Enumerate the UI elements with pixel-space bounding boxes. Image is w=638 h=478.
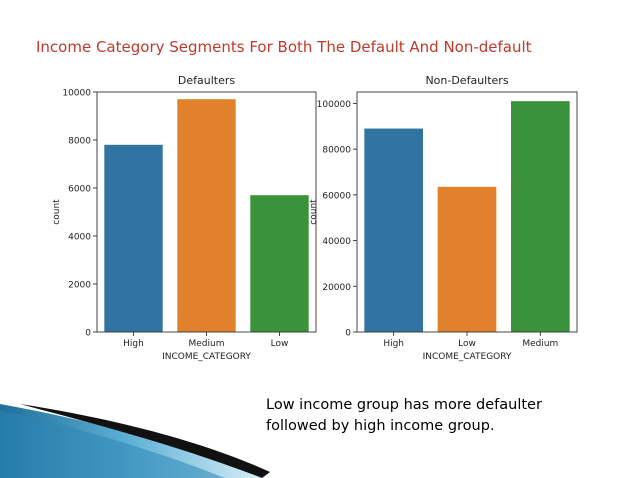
swoosh-black-stroke	[20, 404, 270, 478]
x-tick-label: High	[383, 339, 404, 349]
slide-title: Income Category Segments For Both The De…	[36, 38, 532, 56]
y-axis-label: count	[309, 199, 319, 225]
bar-low	[250, 195, 309, 332]
bar-medium	[177, 99, 236, 332]
bar-high	[104, 144, 163, 332]
y-tick-label: 60000	[322, 191, 351, 201]
x-axis-label: INCOME_CATEGORY	[423, 352, 512, 362]
y-tick-label: 10000	[62, 89, 91, 99]
bar-medium	[511, 101, 570, 333]
chart-2: 0 20000 40000 60000 80000 100000 High Low Medium…	[309, 74, 578, 362]
y-tick-label: 2000	[68, 281, 91, 291]
x-tick-label: Medium	[522, 339, 558, 349]
y-tick-label: 8000	[68, 137, 91, 147]
chart-title: Defaulters	[178, 74, 235, 87]
x-tick-label: Medium	[189, 339, 225, 349]
caption: Low income group has more defaulter foll…	[266, 395, 542, 437]
y-tick-label: 100000	[317, 100, 352, 110]
y-tick-label: 40000	[322, 237, 351, 247]
x-tick-label: Low	[271, 339, 289, 349]
x-tick-label: High	[123, 339, 144, 349]
y-axis-label: count	[52, 199, 62, 225]
swoosh-inner-shape	[0, 410, 225, 478]
y-tick-label: 0	[345, 329, 351, 339]
bar-low	[437, 186, 497, 332]
y-tick-label: 0	[85, 329, 91, 339]
bar-high	[364, 128, 423, 332]
y-tick-label: 80000	[322, 146, 351, 156]
y-tick-label: 6000	[68, 185, 91, 195]
chart-title: Non-Defaulters	[425, 74, 508, 87]
y-tick-label: 4000	[68, 233, 91, 243]
chart-1: 0 2000 4000 6000 8000 10000 High Medium Low Defau…	[52, 74, 317, 362]
y-tick-label: 20000	[322, 283, 351, 293]
x-tick-label: Low	[458, 339, 476, 349]
x-axis-label: INCOME_CATEGORY	[162, 352, 251, 362]
caption-line-1: Low income group has more defaulter	[266, 397, 542, 413]
caption-line-2: followed by high income group.	[266, 418, 495, 434]
